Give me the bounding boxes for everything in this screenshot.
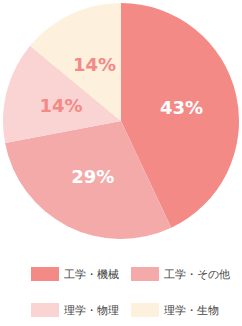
svg-text:29%: 29% (71, 166, 114, 187)
svg-text:43%: 43% (160, 97, 203, 118)
svg-text:理学・生物: 理学・生物 (164, 304, 219, 317)
svg-text:工学・その他: 工学・その他 (164, 268, 230, 281)
svg-text:14%: 14% (39, 95, 82, 116)
svg-text:工学・機械: 工学・機械 (64, 268, 119, 281)
svg-text:14%: 14% (73, 54, 116, 75)
svg-text:理学・物理: 理学・物理 (64, 304, 119, 317)
